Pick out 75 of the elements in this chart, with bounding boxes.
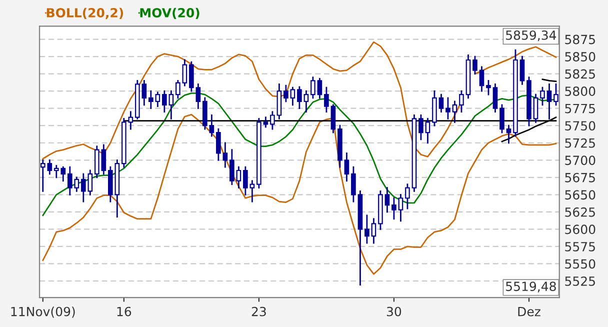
line-series: [42, 114, 557, 275]
candlestick: [384, 187, 390, 213]
candlestick: [250, 180, 255, 202]
candlestick: [284, 84, 288, 102]
y-tick-label: 5600: [565, 224, 596, 234]
candlestick: [438, 94, 444, 112]
x-tick-label: Dez: [518, 306, 540, 316]
candlestick: [196, 83, 201, 110]
candlestick: [500, 104, 504, 134]
candlestick: [189, 61, 194, 92]
y-tick-label: 5575: [565, 242, 595, 252]
candlestick: [209, 114, 214, 137]
candlestick: [364, 214, 370, 244]
candlestick: [324, 86, 329, 112]
y-tick-label: 5650: [565, 190, 596, 200]
candlestick: [540, 86, 545, 106]
candlestick: [371, 218, 376, 244]
annotation: 5859,34: [506, 30, 556, 42]
candlestick: [236, 166, 242, 188]
candlestick: [304, 90, 309, 112]
candlestick: [310, 76, 316, 99]
y-tick-label: 5775: [565, 104, 595, 114]
candlestick: [492, 83, 498, 112]
candlestick: [230, 149, 234, 186]
candlestick: [263, 116, 268, 128]
candlestick: [418, 114, 424, 140]
candlestick: [452, 100, 458, 123]
y-tick-label: 5700: [565, 156, 596, 166]
x-tick-label: 23: [252, 306, 266, 316]
candlestick: [405, 184, 410, 210]
y-tick-label: 5875: [565, 34, 595, 44]
candlestick: [425, 118, 430, 144]
candlestick: [459, 90, 464, 112]
candlestick: [182, 59, 188, 86]
candlestick: [479, 66, 484, 92]
candlestick: [168, 90, 174, 120]
y-tick-label: 5675: [565, 172, 595, 182]
y-tick-label: 5725: [565, 138, 595, 148]
candlestick: [176, 80, 180, 99]
candlestick: [520, 56, 525, 85]
annotation: 5519,48: [506, 282, 556, 292]
x-tick-label: 11Nov(09): [11, 306, 75, 318]
y-tick-label: 5525: [565, 276, 595, 286]
candlestick: [297, 86, 302, 110]
candlestick: [148, 90, 154, 110]
x-tick-label: 16: [117, 306, 132, 316]
candlestick: [142, 80, 147, 106]
candlestick: [222, 142, 228, 168]
y-tick-label: 5750: [565, 121, 596, 131]
legend-label: MOV(20): [140, 8, 200, 19]
candlestick: [317, 78, 322, 99]
legend-label: BOLL(20,2): [46, 8, 124, 20]
candlestick: [446, 97, 450, 120]
candlestick: [243, 166, 248, 196]
y-tick-label: 5800: [565, 86, 596, 96]
y-tick-label: 5625: [565, 207, 595, 217]
candlestick: [344, 152, 350, 182]
y-tick-label: 5825: [565, 69, 595, 79]
x-tick-label: 30: [386, 306, 402, 316]
candlestick: [330, 104, 336, 134]
candlestick: [290, 86, 296, 106]
candlestick: [216, 128, 221, 161]
y-tick-label: 5850: [565, 52, 596, 62]
candlestick: [162, 90, 167, 112]
candlestick: [392, 197, 396, 220]
candlestick: [472, 56, 478, 75]
candlestick: [486, 80, 491, 96]
candlestick: [351, 166, 356, 202]
candlestick: [506, 124, 512, 144]
candlestick: [533, 94, 538, 123]
candlestick: [398, 194, 404, 222]
candlestick: [155, 92, 160, 107]
candlestick: [546, 83, 552, 120]
candlestick: [270, 111, 275, 130]
y-tick-label: 5550: [565, 259, 596, 269]
